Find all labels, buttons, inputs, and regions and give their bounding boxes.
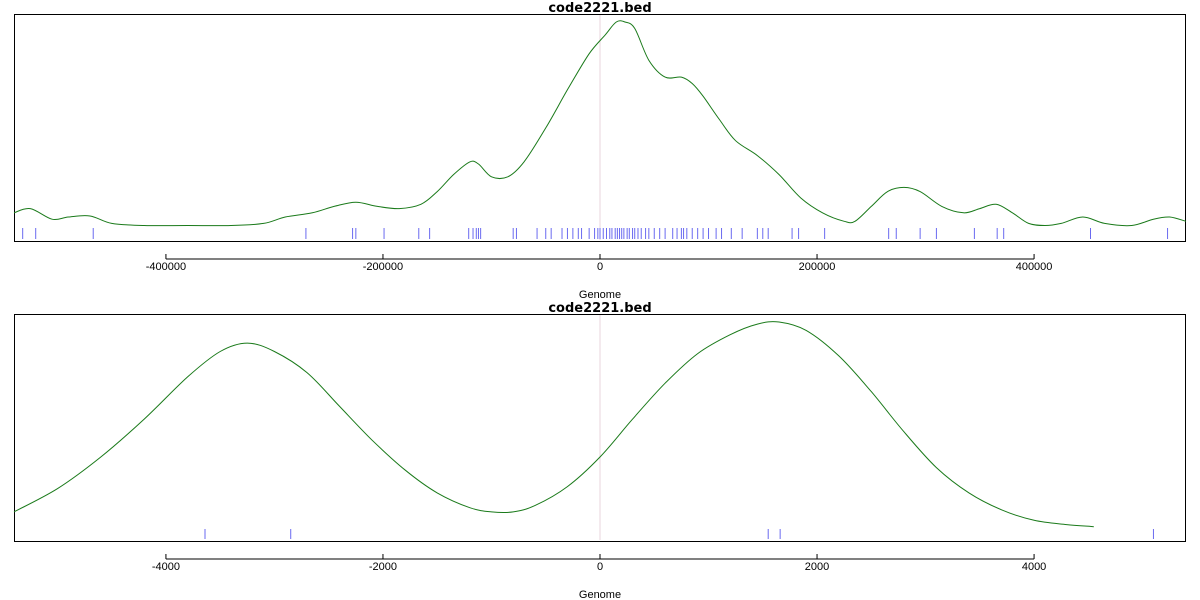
chart-title: code2221.bed xyxy=(548,301,651,316)
density-layer xyxy=(13,321,1094,528)
x-tick-label: 2000 xyxy=(805,561,829,573)
x-tick-label: -200000 xyxy=(363,261,403,273)
x-axis: -4000 -2000 0 2000 4000 xyxy=(152,554,1046,573)
chart-title: code2221.bed xyxy=(548,1,651,16)
x-tick-label: 200000 xyxy=(799,261,836,273)
x-axis-label: Genome xyxy=(579,589,621,600)
density-layer xyxy=(13,20,1187,227)
x-tick-label: 4000 xyxy=(1022,561,1046,573)
x-tick-label: -2000 xyxy=(369,561,397,573)
panel-bottom: code2221.bed -4000 -2000 0 2000 4000 Genome xyxy=(13,301,1186,600)
panel-top: code2221.bed -400000 -200000 0 200000 400000… xyxy=(13,1,1187,301)
x-tick-label: 400000 xyxy=(1016,261,1053,273)
rug-layer xyxy=(204,529,1154,539)
x-tick-label: 0 xyxy=(597,561,603,573)
x-axis: -400000 -200000 0 200000 400000 xyxy=(146,254,1053,273)
density-curve xyxy=(13,20,1187,227)
density-curve xyxy=(13,321,1094,528)
x-tick-label: 0 xyxy=(597,261,603,273)
rug-layer xyxy=(22,228,1169,239)
plot-frame xyxy=(14,14,1186,242)
plot-frame xyxy=(14,314,1186,542)
x-tick-label: -400000 xyxy=(146,261,186,273)
x-tick-label: -4000 xyxy=(152,561,180,573)
x-axis-label: Genome xyxy=(579,289,621,301)
